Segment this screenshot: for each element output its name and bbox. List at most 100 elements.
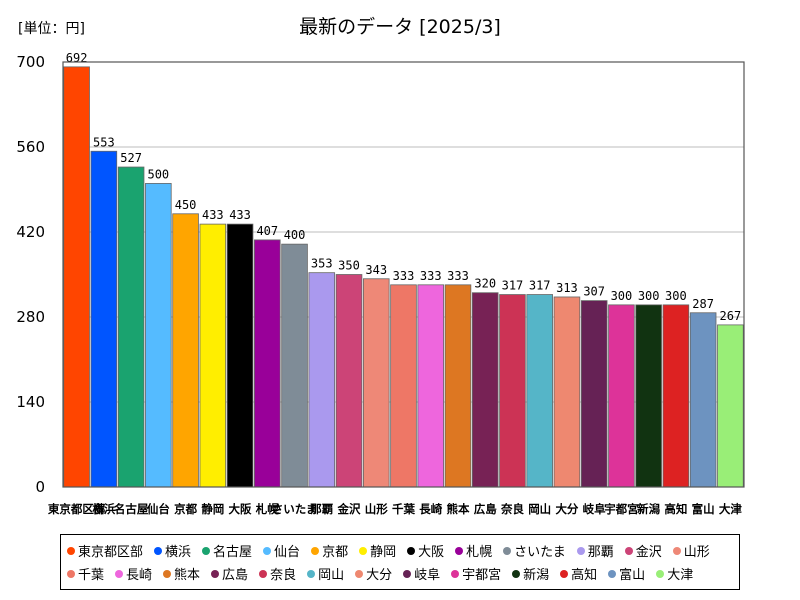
bar [689,312,717,488]
legend-label: 大分 [366,568,393,583]
x-tick-label: 千葉 [392,502,415,516]
bar [281,243,308,488]
legend-label: 広島 [222,568,249,583]
y-tick-label: 560 [16,138,45,156]
data-label: 267 [720,309,742,323]
bar [199,223,227,488]
legend-label: 長崎 [126,568,153,583]
bar [499,294,526,488]
legend-label: 大阪 [418,545,445,560]
chart-title: 最新のデータ [2025/3] [299,16,501,38]
legend-swatch [307,569,316,578]
legend-item: 新潟 [512,562,549,585]
x-tick-label: 那覇 [310,502,333,516]
legend-swatch [512,569,521,578]
legend-item: さいたま [503,539,566,562]
bar [226,223,254,488]
legend-item: 富山 [608,562,645,585]
data-label: 307 [583,285,605,299]
legend-item: 横浜 [154,539,191,562]
data-label: 300 [611,289,633,303]
legend-swatch [407,546,416,555]
x-tick-label: 京都 [174,502,197,516]
bar [608,304,635,488]
legend-swatch [624,546,633,555]
x-tick-label: 大津 [719,502,742,516]
bar [444,284,472,488]
data-label: 317 [502,279,524,293]
legend-item: 静岡 [359,539,396,562]
bar [471,292,499,488]
bar [580,300,608,488]
legend-swatch [672,546,681,555]
x-tick-label: 札幌 [255,502,279,516]
legend-label: 横浜 [165,545,192,560]
legend-item: 大阪 [407,539,444,562]
x-tick-label: 大阪 [229,502,252,516]
bar [717,324,744,488]
bar [335,274,363,488]
legend-swatch [403,569,412,578]
legend-label: 金沢 [635,545,662,560]
y-tick-label: 0 [35,478,45,496]
data-label: 333 [420,269,442,283]
legend-item: 札幌 [455,539,492,562]
legend-swatch [115,569,124,578]
data-label: 300 [665,289,687,303]
legend-label: 東京都区部 [78,545,144,560]
data-label: 333 [447,269,469,283]
legend-swatch [163,569,172,578]
x-tick-label: 岐阜 [583,502,606,516]
legend-item: 高知 [560,562,597,585]
bar [635,304,662,488]
legend-label: 奈良 [270,568,297,583]
x-tick-label: 新潟 [637,502,660,516]
bar [417,284,445,488]
legend-label: 新潟 [523,568,550,583]
plot-frame [62,61,745,488]
legend-item: 大津 [656,562,693,585]
legend-swatch [355,569,364,578]
legend-item: 京都 [311,539,348,562]
bar [145,183,172,488]
legend-swatch [359,546,368,555]
legend-swatch [202,546,211,555]
x-tick-label: 熊本 [446,502,469,516]
bar [526,294,553,488]
y-tick-label: 420 [16,223,45,241]
data-label: 450 [175,198,197,212]
legend-item: 広島 [211,562,248,585]
legend-label: 大津 [667,568,694,583]
legend-label: 岡山 [318,568,345,583]
legend-swatch [211,569,220,578]
legend-item: 大分 [355,562,392,585]
x-tick-label: 長崎 [419,502,442,516]
data-label: 300 [638,289,660,303]
legend-item: 那覇 [576,539,614,562]
legend-swatch [67,569,75,578]
data-label: 313 [556,281,578,295]
x-tick-label: 高知 [664,502,687,516]
bar-chart: 0 140 280 420 560 700 692 東京都区部 553 横浜 527 名古屋 500 仙台… [16,51,745,516]
data-label: 433 [229,208,251,222]
data-label: 350 [338,259,360,273]
data-label: 500 [147,167,169,181]
data-label: 287 [692,297,714,311]
data-label: 353 [311,257,333,271]
legend-item: 東京都区部 [67,539,143,562]
legend-label: 山形 [683,545,710,560]
data-label: 317 [529,279,551,293]
chart-legend: 東京都区部 横浜 名古屋 仙台 京都 静岡 大阪 札幌 さいたま 那覇 金沢 山形 千葉 長崎 熊本 広島 奈良… [60,534,740,590]
legend-item: 岡山 [307,562,344,585]
data-label: 553 [93,135,115,149]
y-tick-label: 140 [16,393,45,411]
data-label: 407 [256,224,278,238]
data-label: 692 [66,51,88,65]
x-tick-label: 岡山 [528,502,551,516]
legend-item: 千葉 [67,562,104,585]
legend-swatch [67,546,75,555]
legend-item: 金沢 [624,539,662,562]
bar [172,213,199,488]
data-label: 400 [284,228,306,242]
legend-label: 名古屋 [213,545,253,560]
